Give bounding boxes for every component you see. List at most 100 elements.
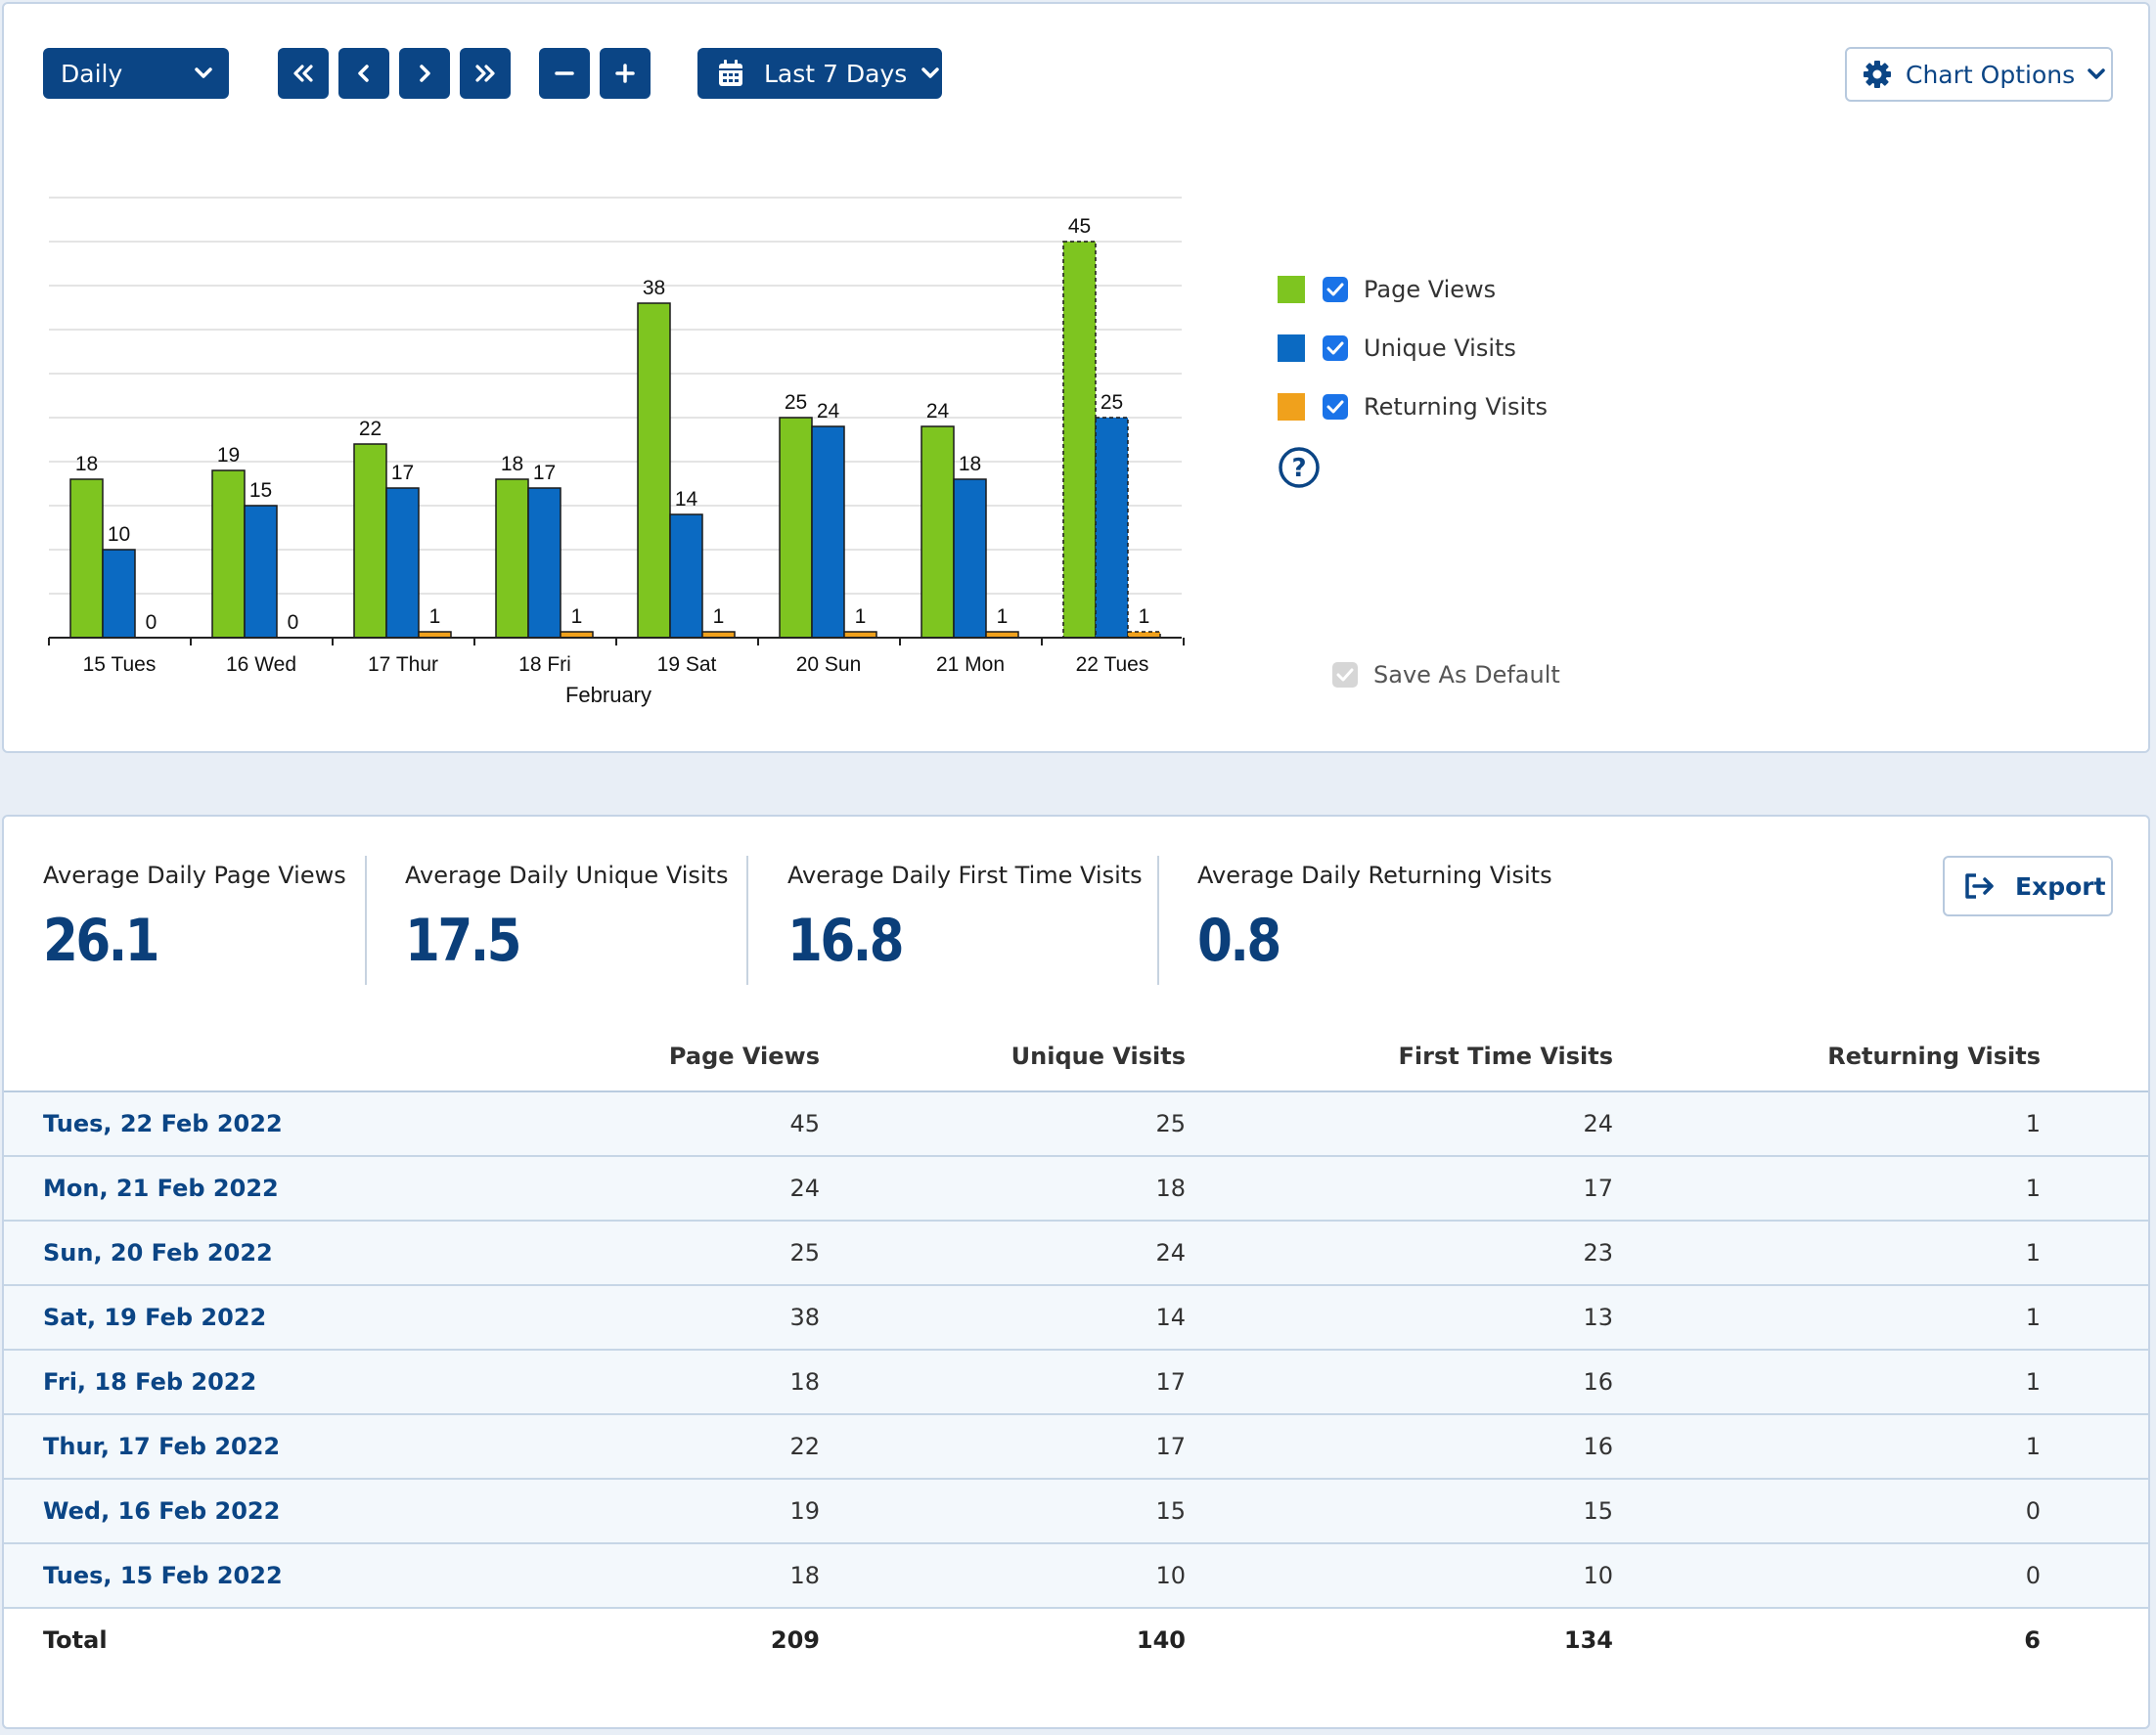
cell-page-views: 38 xyxy=(411,1285,820,1351)
cell-unique-visits: 14 xyxy=(820,1285,1186,1351)
bar-page-views[interactable] xyxy=(69,478,104,639)
bar-page-views[interactable] xyxy=(211,469,246,639)
returning-visits-checkbox[interactable] xyxy=(1323,394,1348,420)
help-icon[interactable]: ? xyxy=(1278,446,1321,489)
cell-spacer xyxy=(2041,1607,2148,1671)
unique-visits-checkbox[interactable] xyxy=(1323,335,1348,361)
stat-divider xyxy=(746,856,748,985)
bar-value-label: 1 xyxy=(1139,605,1150,628)
bar-unique-visits[interactable] xyxy=(669,513,703,639)
cell-page-views: 18 xyxy=(411,1350,820,1415)
x-tick-label: 21 Mon xyxy=(936,653,1005,676)
bar-value-label: 1 xyxy=(997,605,1009,628)
row-date-link[interactable]: Tues, 22 Feb 2022 xyxy=(4,1091,411,1157)
row-date-link[interactable]: Sun, 20 Feb 2022 xyxy=(4,1221,411,1286)
plus-icon xyxy=(615,64,635,83)
stat-label: Average Daily Returning Visits xyxy=(1197,862,1552,889)
bar-value-label: 17 xyxy=(533,462,556,484)
cell-spacer xyxy=(2041,1091,2148,1157)
cell-page-views: 24 xyxy=(411,1156,820,1222)
bar-unique-visits[interactable] xyxy=(527,487,561,639)
cell-page-views: 18 xyxy=(411,1543,820,1609)
checkmark-icon xyxy=(1326,400,1344,414)
cell-unique-visits: 15 xyxy=(820,1479,1186,1544)
row-date-link[interactable]: Thur, 17 Feb 2022 xyxy=(4,1414,411,1480)
zoom-out-button[interactable] xyxy=(539,48,590,99)
chart-options-button[interactable]: Chart Options xyxy=(1845,47,2113,102)
x-tick-label: 15 Tues xyxy=(83,653,157,676)
chevron-down-icon xyxy=(2088,68,2105,79)
save-default-check xyxy=(1332,662,1358,688)
cell-spacer xyxy=(2041,1479,2148,1544)
checkmark-icon xyxy=(1326,283,1344,296)
table-row: Tues, 15 Feb 2022 18 10 10 0 xyxy=(4,1543,2148,1609)
bar-unique-visits[interactable] xyxy=(1095,417,1129,639)
table-row: Wed, 16 Feb 2022 19 15 15 0 xyxy=(4,1479,2148,1544)
stat-avg-returning-visits: Average Daily Returning Visits 0.8 xyxy=(1197,862,1552,975)
chart-options-label: Chart Options xyxy=(1906,60,2076,89)
minus-icon xyxy=(555,71,574,75)
bar-unique-visits[interactable] xyxy=(385,487,420,639)
cell-returning-visits: 1 xyxy=(1613,1350,2041,1415)
cell-spacer xyxy=(2041,1221,2148,1286)
cell-spacer xyxy=(2041,1350,2148,1415)
next-button[interactable] xyxy=(399,48,450,99)
bar-page-views[interactable] xyxy=(353,443,387,639)
row-date-link[interactable]: Fri, 18 Feb 2022 xyxy=(4,1350,411,1415)
bar-page-views[interactable] xyxy=(921,425,955,639)
stat-avg-first-time-visits: Average Daily First Time Visits 16.8 xyxy=(787,862,1143,975)
zoom-in-button[interactable] xyxy=(600,48,651,99)
stat-value: 26.1 xyxy=(43,907,160,975)
returning-visits-swatch xyxy=(1278,393,1305,421)
x-tick-label: 18 Fri xyxy=(518,653,571,676)
period-select[interactable]: Daily xyxy=(43,48,229,99)
bar-page-views[interactable] xyxy=(637,302,671,639)
header-spacer xyxy=(2041,1022,2148,1092)
x-axis-title: February xyxy=(565,683,651,707)
bar-returning-visits[interactable] xyxy=(1127,631,1161,639)
cell-first-time-visits: 16 xyxy=(1186,1350,1613,1415)
table-row: Sat, 19 Feb 2022 38 14 13 1 xyxy=(4,1285,2148,1351)
cell-page-views: 25 xyxy=(411,1221,820,1286)
row-date-link[interactable]: Sat, 19 Feb 2022 xyxy=(4,1285,411,1351)
total-row: Total 209 140 134 6 xyxy=(4,1607,2148,1671)
x-tick-label: 22 Tues xyxy=(1076,653,1149,676)
cell-page-views: 19 xyxy=(411,1479,820,1544)
stat-divider xyxy=(1157,856,1159,985)
cell-unique-visits: 25 xyxy=(820,1091,1186,1157)
bar-unique-visits[interactable] xyxy=(244,505,278,639)
last-page-button[interactable] xyxy=(460,48,511,99)
save-default-label: Save As Default xyxy=(1373,661,1560,689)
row-date-link[interactable]: Wed, 16 Feb 2022 xyxy=(4,1479,411,1544)
date-range-select[interactable]: Last 7 Days xyxy=(697,48,942,99)
bar-unique-visits[interactable] xyxy=(102,549,136,639)
cell-returning-visits: 0 xyxy=(1613,1543,2041,1609)
bar-value-label: 24 xyxy=(817,400,840,423)
bar-value-label: 18 xyxy=(959,453,981,475)
bar-value-label: 18 xyxy=(75,453,98,475)
page-views-checkbox[interactable] xyxy=(1323,277,1348,302)
chart-panel: Daily Last 7 Days xyxy=(2,2,2150,753)
bar-page-views[interactable] xyxy=(779,417,813,639)
checkmark-icon xyxy=(1336,668,1354,682)
export-button[interactable]: Export xyxy=(1943,856,2113,916)
bar-value-label: 14 xyxy=(675,488,698,511)
save-as-default-checkbox[interactable]: Save As Default xyxy=(1332,661,1560,689)
visits-table: Page Views Unique Visits First Time Visi… xyxy=(4,1022,2148,1671)
row-date-link[interactable]: Mon, 21 Feb 2022 xyxy=(4,1156,411,1222)
bar-page-views[interactable] xyxy=(1062,241,1097,639)
cell-page-views: 45 xyxy=(411,1091,820,1157)
cell-unique-visits: 18 xyxy=(820,1156,1186,1222)
stats-panel: Average Daily Page Views 26.1 Average Da… xyxy=(2,815,2150,1729)
total-label: Total xyxy=(4,1607,411,1671)
first-page-button[interactable] xyxy=(278,48,329,99)
stat-value: 0.8 xyxy=(1197,907,1281,975)
bar-unique-visits[interactable] xyxy=(811,425,845,639)
bar-page-views[interactable] xyxy=(495,478,529,639)
previous-button[interactable] xyxy=(338,48,389,99)
bar-unique-visits[interactable] xyxy=(953,478,987,639)
cell-first-time-visits: 24 xyxy=(1186,1091,1613,1157)
period-select-label: Daily xyxy=(61,59,123,88)
row-date-link[interactable]: Tues, 15 Feb 2022 xyxy=(4,1543,411,1609)
x-tick-label: 20 Sun xyxy=(796,653,862,676)
